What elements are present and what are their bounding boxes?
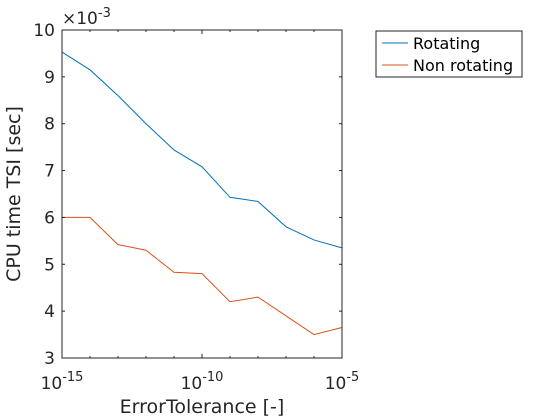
y-tick-label: 8 xyxy=(44,115,55,135)
series-line-non-rotating xyxy=(62,216,343,336)
y-tick-label: 5 xyxy=(44,255,55,275)
y-tick-label: 10 xyxy=(33,21,55,41)
legend-label-non-rotating: Non rotating xyxy=(413,56,513,75)
plot-frame xyxy=(61,29,343,359)
x-tick-label: 10-15 xyxy=(41,370,84,394)
y-tick-label: 4 xyxy=(44,302,55,322)
y-multiplier-exp: -3 xyxy=(98,6,111,21)
x-tick-label-exp: -15 xyxy=(62,370,83,385)
x-tick-label: 10-10 xyxy=(181,370,224,394)
x-tick-label-exp: -5 xyxy=(346,370,359,385)
y-multiplier-base: ×10 xyxy=(62,9,98,29)
y-tick-label: 6 xyxy=(44,208,55,228)
y-multiplier-label: ×10-3 xyxy=(62,6,111,29)
y-axis-label: CPU time TSI [sec] xyxy=(3,106,25,282)
series-line-rotating xyxy=(61,51,343,249)
y-tick-label: 7 xyxy=(44,162,55,182)
series-layer xyxy=(61,51,343,336)
x-axis-label: ErrorTolerance [-] xyxy=(120,396,285,418)
x-tick-label: 10-5 xyxy=(325,370,360,394)
x-tick-label-base: 10 xyxy=(181,374,203,394)
x-tick-label-base: 10 xyxy=(41,374,63,394)
legend: Rotating Non rotating xyxy=(375,30,523,78)
x-tick-label-exp: -10 xyxy=(202,370,223,385)
legend-label-rotating: Rotating xyxy=(413,34,480,53)
x-tick-label-base: 10 xyxy=(325,374,347,394)
y-tick-label: 3 xyxy=(44,349,55,369)
legend-box xyxy=(375,30,523,78)
plot-area xyxy=(62,30,342,358)
y-tick-label: 9 xyxy=(44,68,55,88)
